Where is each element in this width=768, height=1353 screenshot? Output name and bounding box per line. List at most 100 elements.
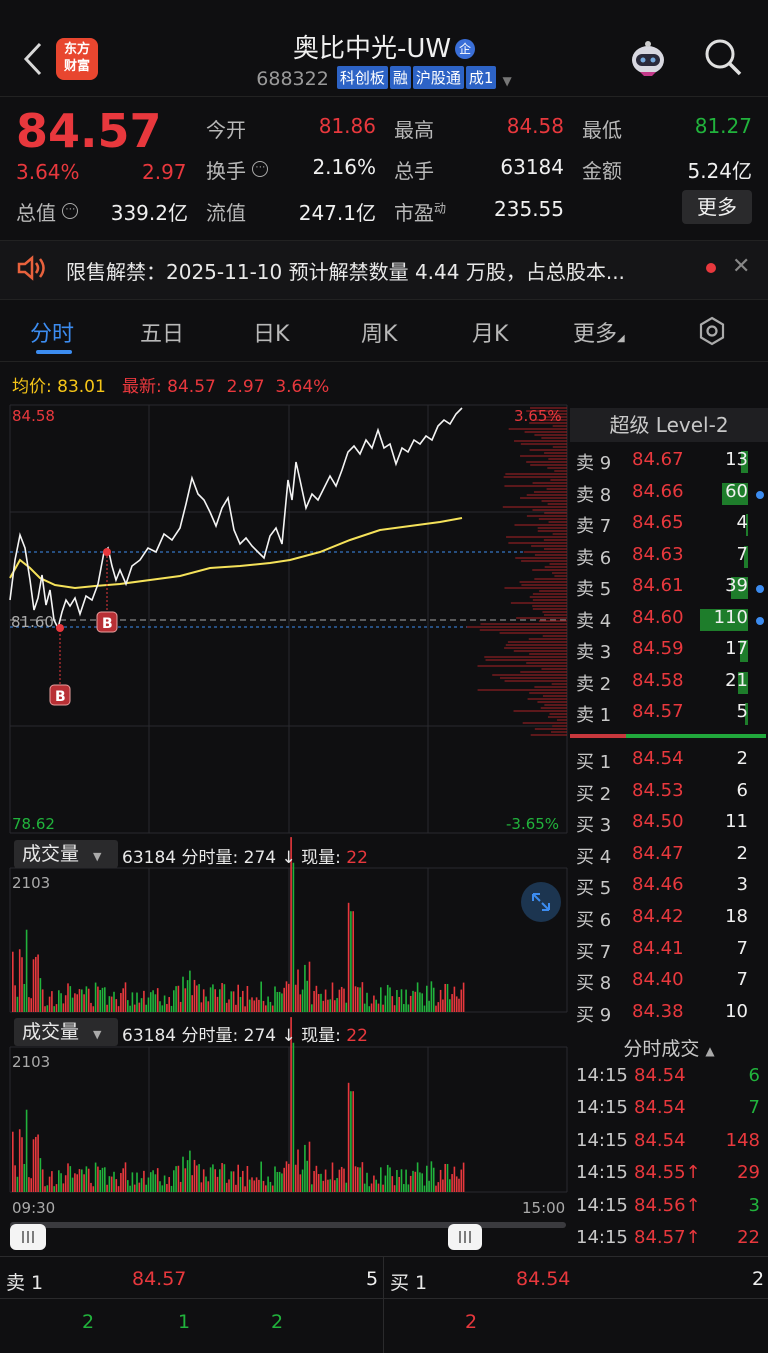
bid-row[interactable]: 买 5 84.46 3 (576, 874, 766, 905)
volume-bar (260, 981, 262, 1012)
ask-row[interactable]: 卖 1 84.57 5 (576, 701, 766, 732)
ask-volume: 110 (713, 606, 748, 628)
volume-bar (274, 986, 276, 1012)
volume-bar (136, 992, 138, 1012)
volume-bar (327, 999, 329, 1012)
trade-price: 84.54 (634, 1129, 686, 1151)
notice-text[interactable]: 限售解禁：2025-11-10 预计解禁数量 4.44 万股，占总股本... (66, 260, 625, 284)
volume-bar (94, 982, 97, 1012)
bid-volume: 11 (725, 811, 748, 833)
intraday-chart[interactable]: BB 84.58 81.60 78.62 3.65% -3.65% 2103 2… (0, 400, 570, 1250)
ask-volume-bar (731, 577, 748, 599)
tab-monthly-k[interactable]: 月K (472, 322, 509, 347)
bid-row[interactable]: 买 6 84.42 18 (576, 906, 766, 937)
bid-row[interactable]: 买 3 84.50 11 (576, 811, 766, 842)
volume-bar (94, 1162, 97, 1192)
ask-row[interactable]: 卖 4 84.60 110 (576, 607, 766, 638)
bid-row[interactable]: 买 9 84.38 10 (576, 1001, 766, 1032)
volume-bar (350, 911, 352, 1012)
volume-bar (198, 984, 200, 1012)
volume-bar (403, 1004, 405, 1012)
bid-row[interactable]: 买 7 84.41 7 (576, 938, 766, 969)
back-arrow-icon[interactable] (18, 34, 52, 84)
volume-bar (324, 1169, 327, 1192)
volume-bar (44, 1006, 46, 1012)
level2-title[interactable]: 超级 Level-2 (570, 408, 768, 442)
volume-bar (384, 995, 387, 1012)
volume-bar (315, 1165, 318, 1192)
info-icon[interactable]: ⋯ (252, 161, 269, 177)
volume-bar (283, 1167, 285, 1192)
vol-indicator-select-2[interactable]: 成交量 ▼ (14, 1018, 118, 1046)
close-icon[interactable]: ✕ (732, 254, 751, 279)
volume-bar (207, 1001, 210, 1012)
ask-row[interactable]: 卖 5 84.61 39 (576, 575, 766, 606)
vol-max-label-2: 2103 (12, 1053, 50, 1071)
open-value: 81.86 (318, 114, 376, 138)
ask-row[interactable]: 卖 2 84.58 21 (576, 670, 766, 701)
volume-bar (398, 996, 400, 1012)
ask-row[interactable]: 卖 3 84.59 17 (576, 638, 766, 669)
volume-bar (426, 1165, 428, 1192)
bid-row[interactable]: 买 2 84.53 6 (576, 780, 766, 811)
more-button[interactable]: 更多 (682, 190, 752, 224)
volume-bar (340, 986, 343, 1012)
volume-bar (163, 1175, 166, 1192)
info-icon[interactable]: ⋯ (62, 203, 79, 219)
bid-row[interactable]: 买 1 84.54 2 (576, 748, 766, 779)
volume-bar (248, 1179, 251, 1192)
ask-volume-bar (722, 482, 748, 505)
robot-assistant-icon[interactable] (626, 38, 670, 78)
volume-bar (338, 989, 341, 1012)
ask-row[interactable]: 卖 7 84.65 4 (576, 512, 766, 543)
tab-weekly-k[interactable]: 周K (361, 322, 398, 347)
tab-daily-k[interactable]: 日K (253, 322, 290, 347)
volume-bar (46, 1185, 49, 1192)
vol-indicator-select-1[interactable]: 成交量 ▼ (14, 840, 118, 868)
bid-row[interactable]: 买 8 84.40 7 (576, 969, 766, 1000)
time-start-label: 09:30 (12, 1199, 55, 1217)
ask-row[interactable]: 卖 9 84.67 13 (576, 449, 766, 480)
tab-intraday[interactable]: 分时 (30, 322, 75, 347)
volume-bar (92, 1006, 95, 1012)
notice-bar[interactable] (0, 240, 768, 300)
ask-row[interactable]: 卖 6 84.63 7 (576, 544, 766, 575)
volume-bar (147, 1177, 150, 1192)
volume-bar (242, 1170, 244, 1192)
volume-bar (200, 1182, 203, 1192)
gear-icon[interactable] (697, 316, 727, 346)
volume-bar (41, 989, 44, 1012)
volume-bar (175, 986, 177, 1012)
volume-bar (110, 996, 113, 1012)
volume-bar (301, 1169, 304, 1192)
ask-volume-bar (746, 514, 748, 536)
volume-bar (414, 991, 417, 1012)
volume-bar (285, 1161, 288, 1192)
tab-more[interactable]: 更多◢ (573, 322, 625, 347)
trade-volume: 6 (748, 1065, 760, 1086)
volume-bar (113, 991, 115, 1012)
ask-row[interactable]: 卖 8 84.66 60 (576, 481, 766, 512)
volume-bar (251, 1177, 253, 1192)
volume-bar (108, 1176, 111, 1192)
volume-bar (161, 1005, 164, 1012)
marker-dot (103, 548, 111, 556)
volume-bar (396, 990, 398, 1012)
trades-title[interactable]: 分时成交 ▲ (623, 1038, 715, 1060)
pe-value: 235.55 (494, 197, 564, 221)
bid-volume: 6 (736, 779, 748, 801)
volume-bar (432, 1167, 435, 1192)
trade-volume: 3 (748, 1194, 760, 1216)
volume-bar (324, 989, 327, 1012)
ask-price: 84.58 (632, 669, 684, 691)
search-icon[interactable] (702, 36, 744, 78)
volume-bar (366, 992, 368, 1012)
volume-bar (30, 1178, 32, 1192)
chevron-down-icon[interactable]: ▼ (502, 74, 512, 88)
tab-five-day[interactable]: 五日 (140, 322, 185, 347)
bid-price: 84.50 (632, 811, 684, 833)
trade-markers: BB (49, 548, 118, 706)
ask-volume: 5 (736, 701, 748, 722)
volume-bar (143, 1170, 145, 1192)
bid-row[interactable]: 买 4 84.47 2 (576, 843, 766, 874)
